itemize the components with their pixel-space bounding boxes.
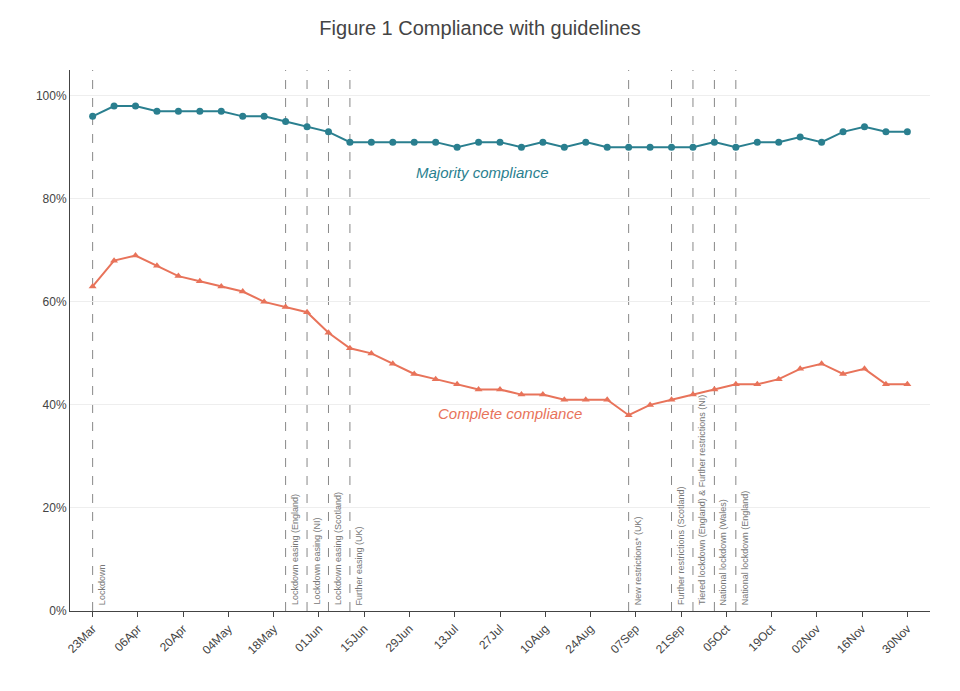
svg-text:05Oct: 05Oct: [700, 621, 733, 654]
svg-text:Lockdown easing (Scotland): Lockdown easing (Scotland): [333, 492, 343, 605]
svg-text:07Sep: 07Sep: [608, 622, 643, 657]
svg-text:Lockdown: Lockdown: [97, 565, 107, 606]
svg-text:13Jul: 13Jul: [431, 622, 461, 652]
svg-text:Figure 1 Compliance with guide: Figure 1 Compliance with guidelines: [319, 17, 640, 39]
svg-text:National lockdown (England): National lockdown (England): [740, 491, 750, 606]
svg-text:30Nov: 30Nov: [879, 622, 913, 656]
svg-text:27Jul: 27Jul: [476, 622, 506, 652]
svg-text:18May: 18May: [245, 622, 280, 657]
svg-text:Complete compliance: Complete compliance: [438, 405, 582, 422]
svg-text:100%: 100%: [36, 89, 67, 103]
svg-text:10Aug: 10Aug: [517, 622, 551, 656]
svg-text:24Aug: 24Aug: [562, 622, 596, 656]
svg-text:06Apr: 06Apr: [112, 622, 145, 655]
svg-text:23Mar: 23Mar: [65, 622, 99, 656]
svg-text:20Apr: 20Apr: [157, 622, 190, 655]
svg-text:Lockdown easing (NI): Lockdown easing (NI): [312, 517, 322, 604]
svg-text:04May: 04May: [199, 622, 234, 657]
svg-text:15Jun: 15Jun: [338, 622, 371, 655]
svg-text:80%: 80%: [43, 192, 67, 206]
svg-text:40%: 40%: [43, 398, 67, 412]
svg-text:Tiered lockdown (England) & Fu: Tiered lockdown (England) & Further rest…: [697, 395, 707, 605]
svg-text:0%: 0%: [49, 604, 67, 618]
svg-text:Lockdown easing (England): Lockdown easing (England): [290, 494, 300, 605]
svg-text:60%: 60%: [43, 295, 67, 309]
svg-text:02Nov: 02Nov: [789, 622, 823, 656]
svg-text:Majority compliance: Majority compliance: [416, 164, 549, 181]
svg-text:19Oct: 19Oct: [745, 621, 778, 654]
svg-text:21Sep: 21Sep: [653, 622, 688, 657]
svg-text:01Jun: 01Jun: [292, 622, 325, 655]
svg-text:16Nov: 16Nov: [834, 622, 868, 656]
svg-text:Further restrictions (Scotland: Further restrictions (Scotland): [676, 486, 686, 605]
svg-text:Further easing (UK): Further easing (UK): [354, 526, 364, 605]
svg-text:National lockdown (Wales): National lockdown (Wales): [718, 499, 728, 605]
svg-text:New restrictions* (UK): New restrictions* (UK): [633, 517, 643, 606]
svg-text:20%: 20%: [43, 501, 67, 515]
svg-text:29Jun: 29Jun: [383, 622, 416, 655]
